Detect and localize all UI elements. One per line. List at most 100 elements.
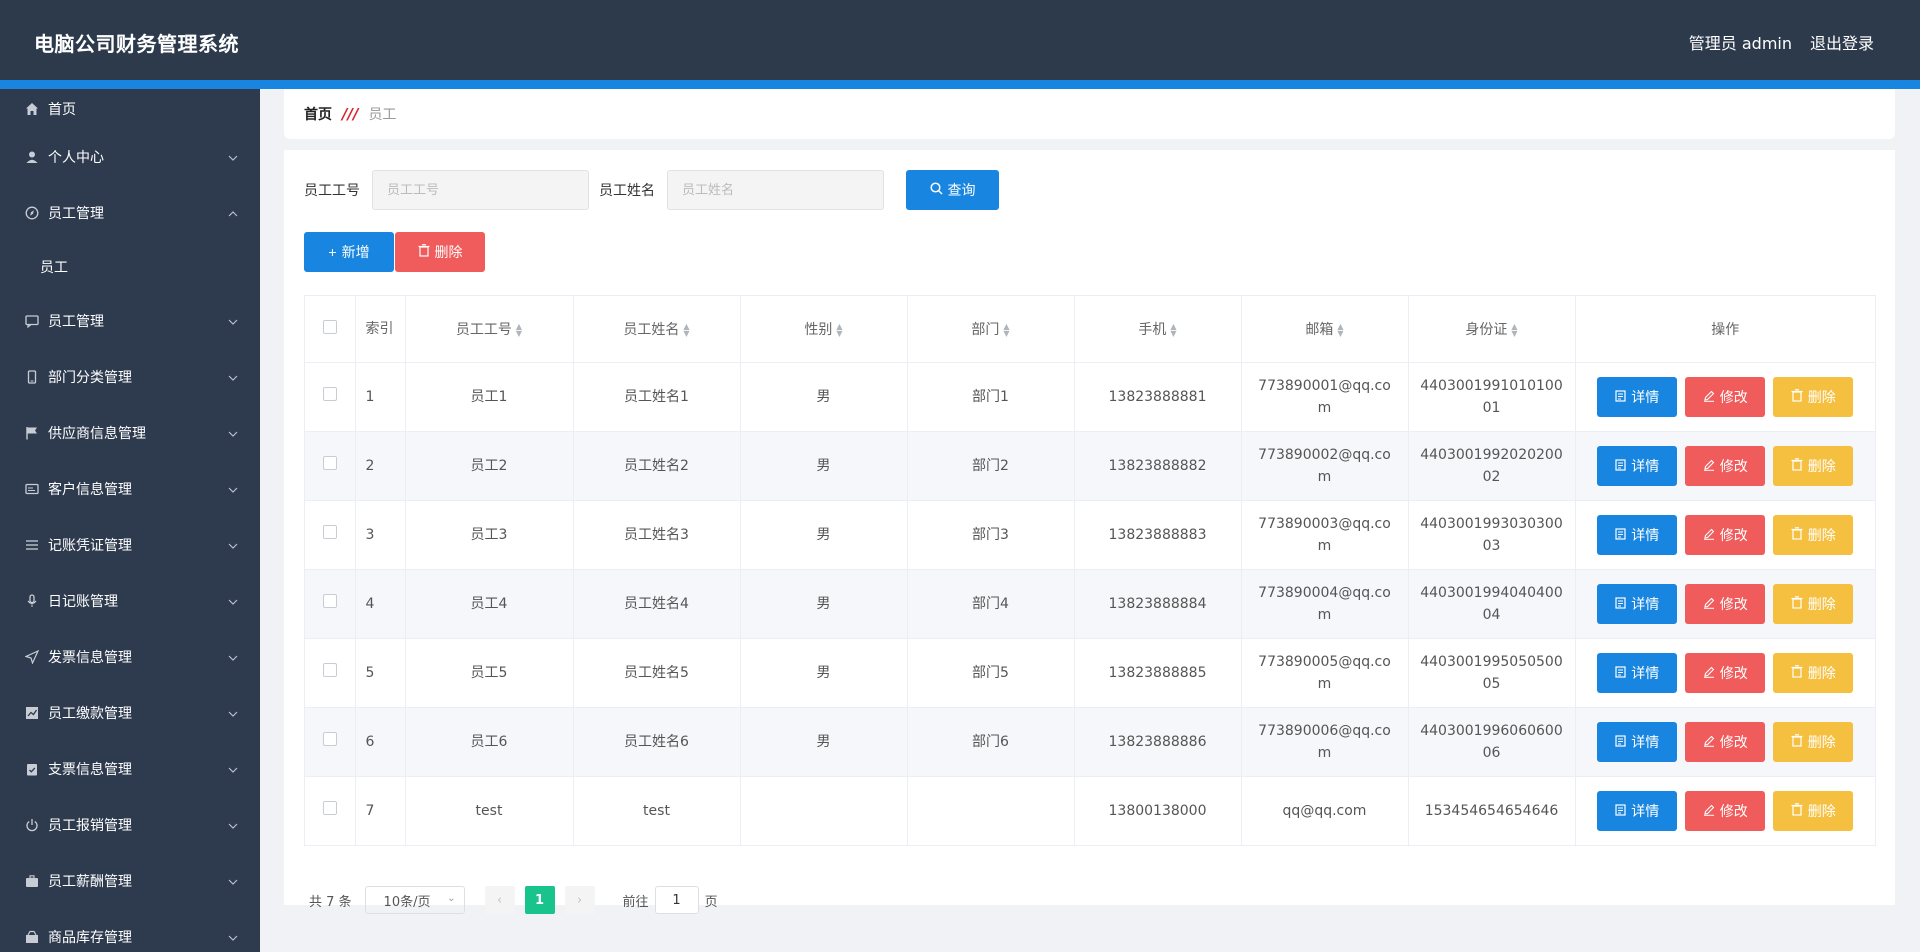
edit-button[interactable]: 修改	[1685, 445, 1766, 486]
detail-button[interactable]: 详情	[1597, 583, 1678, 624]
detail-button[interactable]: 详情	[1597, 514, 1678, 555]
sidebar-subitem-employee[interactable]: 员工	[0, 241, 260, 293]
delete-button[interactable]: 删除	[1773, 583, 1854, 624]
cell-idcard: 153454654654646	[1408, 776, 1576, 845]
sidebar-item[interactable]: 员工薪酬管理	[0, 853, 260, 909]
sort-icon[interactable]: ▲ ▼	[836, 321, 843, 338]
cell-phone: 13823888883	[1074, 500, 1242, 570]
row-select-cell	[305, 569, 356, 639]
delete-label: 删除	[434, 244, 463, 260]
add-button[interactable]: + 新增	[304, 232, 394, 272]
row-checkbox[interactable]	[322, 662, 337, 677]
delete-button[interactable]: 删除	[1773, 514, 1854, 555]
table-row: 4 员工4 员工姓名4 男 部门4 13823888884 773890004@…	[305, 569, 1875, 639]
trash-icon	[1791, 388, 1803, 405]
cell-phone: 13823888884	[1074, 569, 1242, 639]
column-header-idcard[interactable]: 身份证 ▲ ▼	[1408, 296, 1576, 363]
employee-name-input[interactable]	[667, 170, 884, 210]
cell-employee-id: 员工4	[405, 569, 574, 639]
edit-button[interactable]: 修改	[1685, 583, 1766, 624]
cell-email: 773890003@qq.com	[1241, 500, 1409, 570]
query-button[interactable]: 查询	[906, 170, 999, 210]
edit-button[interactable]: 修改	[1685, 514, 1766, 555]
row-checkbox[interactable]	[322, 455, 337, 470]
sidebar-item-label: 支票信息管理	[48, 762, 132, 778]
column-header-email[interactable]: 邮箱 ▲ ▼	[1241, 296, 1409, 363]
sort-icon[interactable]: ▲ ▼	[1170, 321, 1177, 338]
row-checkbox[interactable]	[322, 593, 337, 608]
select-all-checkbox[interactable]	[322, 319, 337, 334]
sort-icon[interactable]: ▲ ▼	[1511, 321, 1518, 338]
chevron-right-icon: ›	[576, 892, 583, 908]
row-checkbox[interactable]	[322, 524, 337, 539]
sidebar-item[interactable]: 发票信息管理	[0, 629, 260, 685]
column-header-gender[interactable]: 性别 ▲ ▼	[740, 296, 908, 363]
next-page-button[interactable]: ›	[564, 886, 595, 914]
detail-label: 详情	[1631, 595, 1660, 612]
column-header-dept[interactable]: 部门 ▲ ▼	[907, 296, 1075, 363]
column-header-phone[interactable]: 手机 ▲ ▼	[1074, 296, 1242, 363]
edit-button[interactable]: 修改	[1685, 652, 1766, 693]
sidebar-item[interactable]: 支票信息管理	[0, 741, 260, 797]
prev-page-button[interactable]: ‹	[484, 886, 515, 914]
idcard-text: 440300199505050005	[1420, 653, 1563, 692]
detail-button[interactable]: 详情	[1597, 445, 1678, 486]
breadcrumb-home[interactable]: 首页	[304, 107, 332, 123]
sidebar-item[interactable]: 日记账管理	[0, 573, 260, 629]
edit-button[interactable]: 修改	[1685, 376, 1766, 417]
sort-icon[interactable]: ▲ ▼	[515, 321, 523, 338]
cell-gender: 男	[740, 638, 908, 708]
sidebar-item[interactable]: 部门分类管理	[0, 349, 260, 405]
sort-icon[interactable]: ▲ ▼	[683, 321, 690, 338]
detail-button[interactable]: 详情	[1597, 721, 1678, 762]
delete-button[interactable]: 删除	[1773, 721, 1854, 762]
employee-id-input[interactable]	[372, 170, 589, 210]
sidebar-item[interactable]: 记账凭证管理	[0, 517, 260, 573]
delete-button[interactable]: 删除	[1773, 790, 1854, 831]
delete-label: 删除	[1807, 733, 1836, 750]
sidebar-item[interactable]: 员工管理	[0, 185, 260, 241]
logout-link[interactable]: 退出登录	[1809, 34, 1874, 53]
delete-button[interactable]: 删除	[1773, 376, 1854, 417]
batch-delete-button[interactable]: 删除	[395, 232, 485, 272]
row-select-cell	[305, 431, 356, 501]
sidebar-item[interactable]: 员工管理	[0, 293, 260, 349]
content-panel: 员工工号 员工姓名 查询 + 新增 删除	[284, 150, 1895, 914]
search-icon	[929, 182, 943, 198]
detail-button[interactable]: 详情	[1597, 790, 1678, 831]
action-bar: + 新增 删除	[304, 232, 485, 272]
sidebar-item[interactable]: 客户信息管理	[0, 461, 260, 517]
sidebar-item[interactable]: 商品库存管理	[0, 909, 260, 952]
column-header-id[interactable]: 员工工号 ▲ ▼	[405, 296, 574, 363]
sidebar-item[interactable]: 员工报销管理	[0, 797, 260, 853]
idcard-text: 440300199606060006	[1420, 722, 1563, 761]
sidebar-item[interactable]: 供应商信息管理	[0, 405, 260, 461]
sidebar-item-home[interactable]: 首页	[0, 89, 260, 129]
row-checkbox[interactable]	[322, 386, 337, 401]
chevron-down-icon	[228, 817, 238, 833]
column-header-name[interactable]: 员工姓名 ▲ ▼	[573, 296, 741, 363]
page-size-value: 10条/页	[383, 894, 431, 910]
edit-button[interactable]: 修改	[1685, 790, 1766, 831]
goto-page-input[interactable]	[654, 886, 699, 914]
detail-button[interactable]: 详情	[1597, 652, 1678, 693]
delete-button[interactable]: 删除	[1773, 652, 1854, 693]
pencil-icon	[1703, 527, 1715, 543]
sidebar-item-label: 首页	[48, 102, 76, 118]
cell-employee-name: 员工姓名2	[573, 431, 741, 501]
row-checkbox[interactable]	[322, 731, 337, 746]
sort-icon[interactable]: ▲ ▼	[1337, 321, 1344, 338]
document-icon	[1615, 458, 1626, 474]
edit-label: 修改	[1719, 802, 1748, 819]
detail-button[interactable]: 详情	[1597, 376, 1678, 417]
page-number-current[interactable]: 1	[524, 886, 555, 914]
column-label: 手机	[1138, 321, 1167, 338]
page-size-select[interactable]: 10条/页 ⌄	[364, 886, 465, 914]
cell-idcard: 440300199505050005	[1408, 638, 1576, 708]
sidebar-item[interactable]: 员工缴款管理	[0, 685, 260, 741]
row-checkbox[interactable]	[322, 800, 337, 815]
delete-button[interactable]: 删除	[1773, 445, 1854, 486]
edit-button[interactable]: 修改	[1685, 721, 1766, 762]
sort-icon[interactable]: ▲ ▼	[1003, 321, 1010, 338]
sidebar-item[interactable]: 个人中心	[0, 129, 260, 185]
